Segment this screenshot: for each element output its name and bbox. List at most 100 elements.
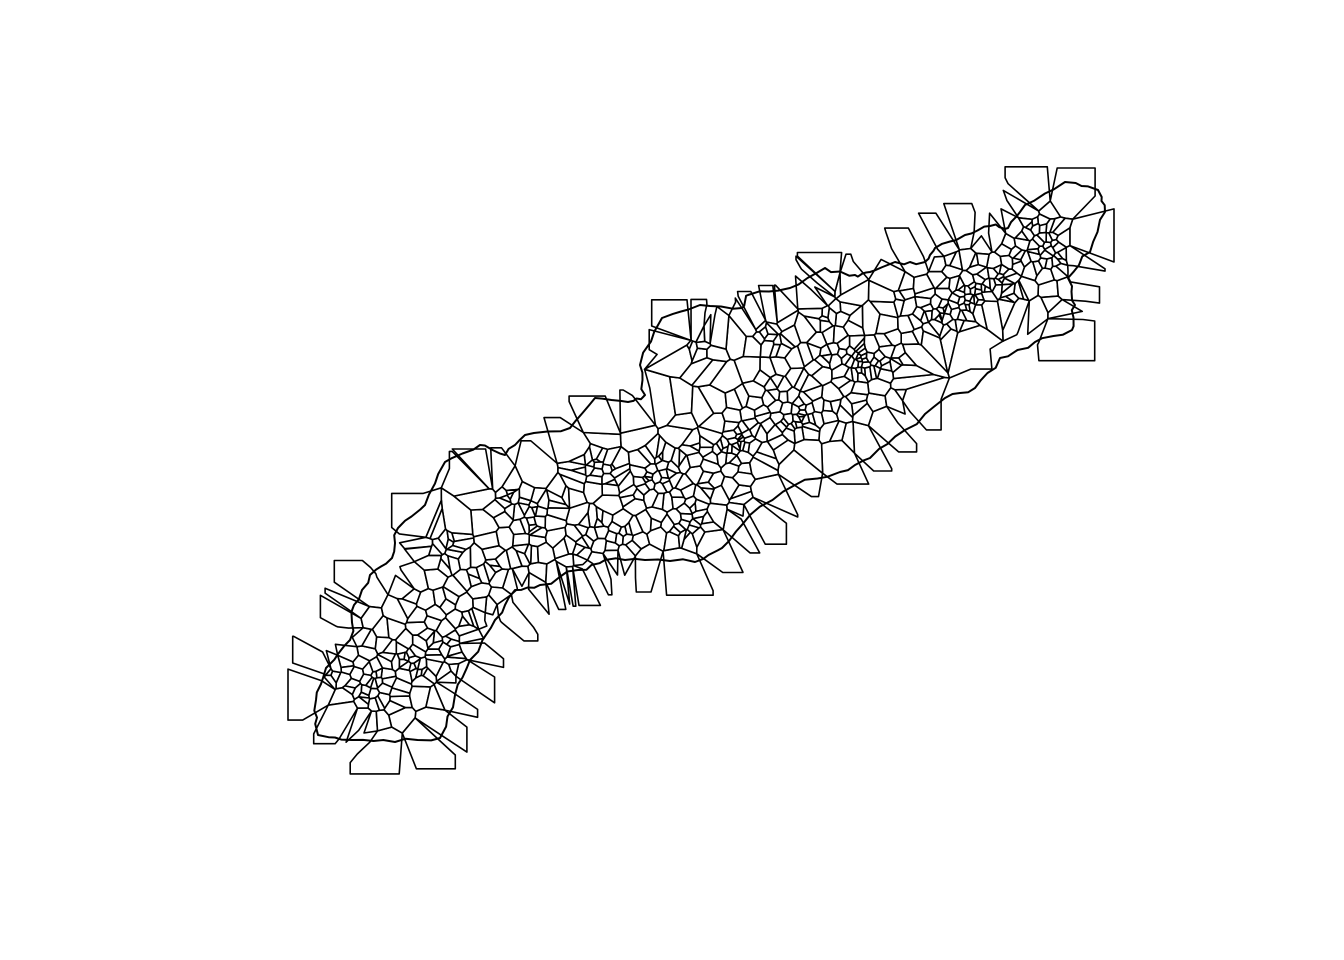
voronoi-cell [376, 682, 393, 696]
voronoi-cell [897, 351, 918, 367]
voronoi-cell [748, 456, 780, 481]
voronoi-cell [601, 463, 613, 475]
voronoi-cell [568, 395, 622, 436]
voronoi-cell [720, 475, 740, 501]
voronoi-cell [753, 403, 772, 418]
voronoi-cell [593, 525, 610, 540]
voronoi-cell [1036, 231, 1048, 244]
voronoi-cell [398, 660, 412, 672]
voronoi-cell [884, 386, 906, 415]
voronoi-cell [699, 521, 724, 533]
voronoi-cell [980, 300, 1004, 342]
voronoi-cell [987, 212, 1007, 253]
voronoi-cell [460, 609, 475, 628]
voronoi-cell [401, 717, 457, 770]
voronoi-cell [1038, 223, 1048, 234]
voronoi-cell [865, 351, 875, 364]
voronoi-cell [765, 321, 783, 336]
voronoi-cell [879, 360, 893, 372]
voronoi-cell [949, 306, 962, 321]
voronoi-cell [683, 495, 698, 510]
voronoi-cell [709, 305, 730, 351]
voronoi-cell [577, 511, 591, 529]
voronoi-cell [795, 412, 806, 418]
voronoi-cell [413, 554, 443, 572]
voronoi-cell [835, 278, 870, 307]
voronoi-cell [1004, 166, 1051, 212]
voronoi-cell [643, 328, 692, 371]
voronoi-cell [489, 446, 516, 494]
voronoi-cell [820, 439, 870, 485]
voronoi-cell [679, 512, 694, 523]
voronoi-cell [495, 526, 515, 552]
tessellation-cells [287, 166, 1115, 775]
voronoi-cell [975, 252, 990, 268]
voronoi-cell [424, 603, 448, 622]
voronoi-cell [455, 658, 496, 704]
voronoi-cell [619, 389, 657, 435]
voronoi-cell [991, 283, 1004, 301]
voronoi-cell [634, 508, 653, 536]
voronoi-cell [1017, 217, 1033, 229]
voronoi-cell [558, 473, 586, 494]
voronoi-cell [632, 475, 647, 488]
voronoi-cell [621, 533, 635, 546]
voronoi-cell [517, 502, 531, 517]
voronoi-cell [827, 306, 838, 327]
voronoi-cell [677, 528, 688, 550]
voronoi-cell [447, 555, 462, 577]
voronoi-cell [854, 366, 863, 375]
voronoi-cell [435, 670, 457, 684]
voronoi-cell [878, 344, 897, 360]
voronoi-cell [999, 254, 1014, 271]
voronoi-cell [1012, 249, 1027, 261]
voronoi-cell [590, 537, 608, 555]
voronoi-cell [1047, 298, 1084, 320]
region-outline [313, 181, 1106, 743]
voronoi-cell [352, 654, 371, 670]
voronoi-cell [1039, 249, 1054, 260]
voronoi-cell [937, 298, 950, 309]
voronoi-cell [777, 390, 789, 404]
voronoi-cell [471, 596, 488, 614]
voronoi-cell [969, 285, 977, 296]
voronoi-cell [919, 310, 930, 325]
voronoi-cell [840, 352, 853, 366]
voronoi-cell [860, 352, 868, 361]
voronoi-cell [601, 482, 621, 497]
voronoi-cell [927, 255, 947, 273]
voronoi-cell [333, 559, 389, 609]
voronoi-cell [518, 480, 536, 502]
voronoi-cell [784, 367, 805, 389]
voronoi-cell [376, 651, 397, 663]
voronoi-cell [511, 532, 531, 547]
voronoi-cell [370, 670, 378, 680]
voronoi-cell [565, 565, 577, 608]
voronoi-cell [358, 696, 371, 706]
voronoi-cell [634, 543, 664, 593]
voronoi-cell [695, 340, 712, 351]
voronoi-cell [830, 375, 852, 390]
voronoi-cell [523, 543, 533, 565]
voronoi-cell [963, 299, 972, 306]
voronoi-cell [736, 433, 745, 442]
voronoi-cell [938, 312, 943, 322]
voronoi-cell [850, 380, 870, 396]
voronoi-cell [441, 635, 452, 646]
voronoi-cell [653, 455, 663, 466]
voronoi-cell [505, 488, 519, 496]
voronoi-cell [914, 295, 932, 309]
voronoi-cell [947, 324, 1004, 379]
voronoi-cell [536, 541, 556, 565]
voronoi-cell [324, 667, 334, 677]
voronoi-cell [901, 343, 951, 379]
voronoi-cell [695, 481, 716, 490]
voronoi-cell [403, 545, 433, 563]
voronoi-cell [593, 517, 605, 529]
voronoi-cell [581, 533, 595, 550]
voronoi-cell [632, 487, 645, 502]
voronoi-cell [820, 353, 833, 365]
voronoi-cell [546, 507, 571, 522]
voronoi-cell [543, 416, 592, 465]
